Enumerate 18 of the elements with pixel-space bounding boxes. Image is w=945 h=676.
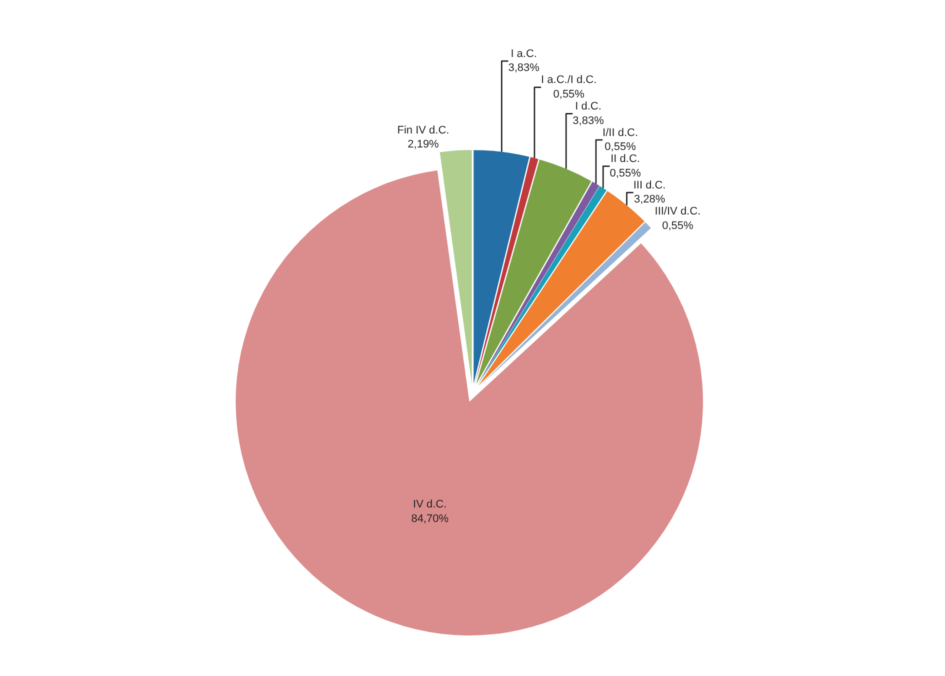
slice-label: III/IV d.C. [654, 206, 701, 218]
slice-label: III d.C. [633, 179, 666, 192]
data-label: 0,55% [553, 88, 585, 100]
data-label: 0,55% [610, 167, 642, 180]
data-label: 0,55% [604, 141, 636, 154]
data-label: 0,55% [662, 220, 694, 232]
slice-label: Fin IV d.C. [397, 124, 450, 136]
slice-label: I d.C. [575, 100, 602, 112]
data-label: 3,83% [572, 114, 604, 127]
slice-label: I a.C. [510, 48, 537, 60]
slice-label: IV d.C. [413, 498, 447, 511]
slice-label: II d.C. [610, 153, 640, 166]
data-label: 3,28% [634, 194, 666, 206]
data-label: 84,70% [411, 512, 449, 525]
data-label: 2,19% [408, 138, 440, 151]
slice-label: I a.C./I d.C. [541, 74, 597, 86]
data-label: 3,83% [508, 62, 540, 74]
slice-label: I/II d.C. [602, 126, 638, 139]
